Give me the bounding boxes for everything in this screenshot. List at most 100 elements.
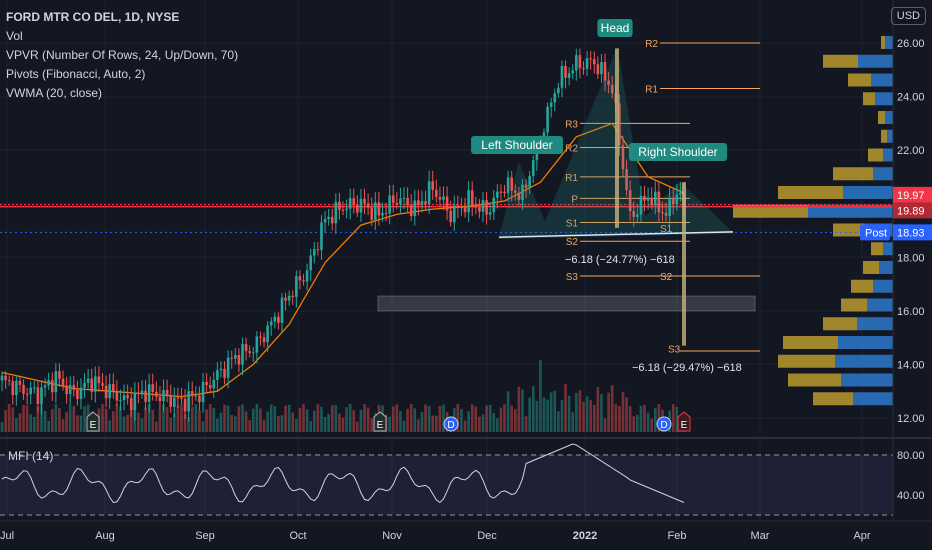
vp-down-bar [871,242,883,256]
candle-body [15,380,18,396]
time-tick-label: Apr [853,530,870,542]
candle-body [94,376,97,392]
candle-body [424,201,427,204]
dividend-marker[interactable]: D [443,416,459,432]
candle-body [478,207,481,212]
candle-body [510,177,514,191]
volume-bar [151,409,155,432]
candle-body [481,200,485,212]
candle-body [237,355,241,365]
candle-body [628,190,632,212]
candle-body [162,390,165,401]
vp-up-bar [883,242,893,256]
volume-bar [155,421,158,432]
marker-letter: D [447,420,454,431]
volume-bar [542,397,546,432]
earnings-marker[interactable]: E [373,411,387,432]
candle-body [363,198,366,204]
candle-body [334,201,338,224]
candle-body [280,297,284,323]
mfi-tick-label: 40.00 [897,490,925,502]
volume-bar [359,409,363,432]
volume-bar [524,416,528,432]
pivot-label: S3 [668,344,681,355]
vp-down-bar [881,36,885,49]
candle-body [50,380,54,393]
pivot-label: R3 [565,119,578,130]
candle-body [309,255,312,271]
candle-body [223,368,226,378]
volume-bar [162,404,165,432]
volume-bar [72,405,76,432]
volume-bar [510,405,514,432]
volume-bar [395,404,399,432]
volume-bar [643,404,646,432]
candle-body [442,196,445,200]
candle-body [230,357,234,359]
candle-body [33,387,36,389]
candle-body [244,344,248,352]
candle-body [610,84,614,94]
candle-body [61,378,65,386]
candle-body [0,375,4,381]
legend-pivots[interactable]: Pivots (Fibonacci, Auto, 2) [6,67,146,81]
candle-body [575,55,578,71]
dividend-marker[interactable]: D [656,416,672,432]
time-tick-label: Aug [95,530,115,542]
pivot-label: R2 [565,143,578,154]
legend-vol[interactable]: Vol [6,29,23,43]
volume-bar [370,418,374,432]
legend-vwma[interactable]: VWMA (20, close) [6,86,103,100]
candle-body [474,205,478,208]
candle-body [144,390,147,402]
candle-body [531,160,535,176]
volume-bar [262,419,266,432]
volume-bar [528,397,531,432]
candle-body [352,198,356,205]
marker-letter: D [660,420,667,431]
vp-up-bar [883,148,893,162]
candle-body [427,181,431,204]
candle-body [381,212,384,216]
earnings-marker[interactable]: E [86,411,100,432]
volume-bar [481,414,485,432]
earnings-icon [373,411,387,432]
candle-body [277,316,280,323]
volume-bar [50,409,54,432]
candle-body [592,59,596,65]
currency-button[interactable]: USD [890,7,926,25]
volume-bar [614,404,618,432]
earnings-marker[interactable]: E [677,411,691,432]
marker-letter: E [377,420,384,431]
volume-bar [435,415,438,432]
volume-bar [488,404,492,432]
volume-bar [22,404,25,432]
support-zone [377,295,756,312]
price-tag-high: 19.97 [897,190,925,202]
vp-down-bar [851,279,873,293]
volume-bar [399,411,402,432]
candle-body [122,395,126,400]
candle-body [560,66,564,88]
volume-bar [104,408,108,432]
earnings-icon [677,411,691,432]
legend-vpvr[interactable]: VPVR (Number Of Rows, 24, Up/Down, 70) [6,48,239,62]
volume-bar [431,415,435,432]
volume-bar [356,421,359,432]
volume-bar [546,399,549,432]
volume-bar [198,410,201,432]
candle-body [549,102,553,107]
volume-bar [241,404,244,432]
time-tick-label: Sep [195,530,215,542]
volume-bar [61,419,65,432]
symbol-title[interactable]: FORD MTR CO DEL, 1D, NYSE [6,10,180,24]
candle-body [262,337,266,343]
candle-body [524,184,528,188]
candle-body [18,380,22,385]
mfi-legend[interactable]: MFI (14) [8,449,54,463]
candle-body [470,190,474,206]
volume-bar [578,390,582,432]
earnings-icon [86,411,100,432]
